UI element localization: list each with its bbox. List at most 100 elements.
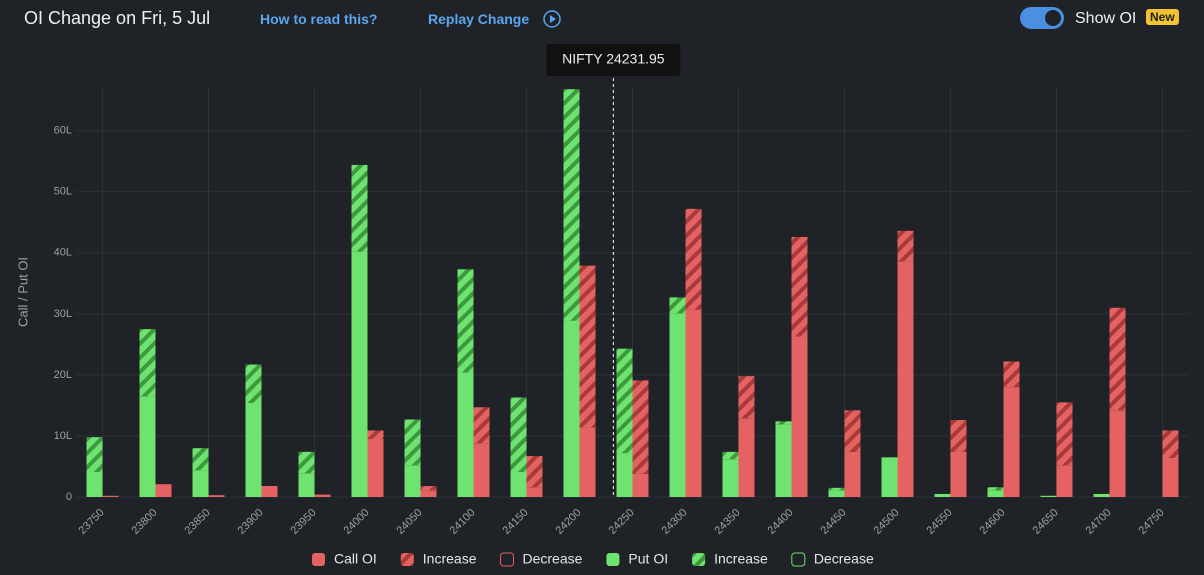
x-tick-label: 24350 [713, 507, 743, 537]
y-axis-label: Call / Put OI [15, 257, 30, 327]
legend-swatch [791, 552, 806, 567]
help-link[interactable]: How to read this? [260, 11, 378, 27]
bar [791, 336, 808, 497]
bar [404, 465, 421, 497]
x-tick-label: 24200 [554, 507, 584, 537]
bar [367, 430, 384, 440]
bar [1109, 410, 1126, 497]
bar [722, 451, 739, 460]
badge: New [1146, 9, 1179, 25]
x-tick-label: 24000 [342, 507, 372, 537]
bar [828, 487, 845, 491]
bar [897, 261, 914, 497]
legend-item: Call OI [312, 551, 377, 567]
bar [897, 230, 914, 262]
x-tick-label: 24300 [660, 507, 690, 537]
bar [473, 407, 490, 444]
bar [298, 473, 315, 497]
replay-link[interactable]: Replay Change [428, 11, 530, 27]
y-tick-label: 20L [54, 369, 72, 381]
legend-item: Decrease [791, 551, 874, 567]
bar [881, 457, 898, 497]
bar [844, 451, 861, 497]
toggle-label: Show OI [1075, 10, 1137, 27]
bar [102, 495, 119, 497]
bar [934, 493, 951, 497]
bar [1162, 457, 1179, 497]
x-tick-label: 24650 [1031, 507, 1061, 537]
bar [616, 348, 633, 454]
bar [775, 421, 792, 425]
bar [404, 419, 421, 466]
bar [722, 459, 739, 497]
bar [669, 297, 686, 314]
bar [685, 208, 702, 310]
bar [298, 451, 315, 474]
bar [1040, 495, 1057, 497]
x-tick-label: 24450 [819, 507, 849, 537]
play-icon[interactable] [542, 9, 562, 29]
bar [775, 424, 792, 497]
bar [192, 470, 209, 497]
bar [579, 265, 596, 428]
header: OI Change on Fri, 5 Jul How to read this… [0, 0, 1204, 40]
legend-swatch [692, 553, 706, 566]
x-tick-label: 24100 [448, 507, 478, 537]
legend-item: Put OI [606, 551, 668, 567]
x-tick-label: 23800 [130, 507, 160, 537]
legend-label: Increase [714, 551, 768, 567]
bar [1093, 493, 1110, 497]
bar [526, 487, 543, 497]
bar [86, 471, 103, 497]
bar [139, 329, 156, 397]
x-tick-label: 24750 [1137, 507, 1167, 537]
bar [192, 448, 209, 471]
bar [510, 471, 527, 497]
x-tick-label: 23850 [183, 507, 213, 537]
bar [1003, 361, 1020, 388]
bar [245, 402, 262, 497]
x-tick-label: 24250 [607, 507, 637, 537]
x-tick-label: 23950 [289, 507, 319, 537]
bar [791, 236, 808, 337]
bar [351, 251, 368, 497]
legend-swatch [400, 553, 414, 566]
y-tick-label: 60L [54, 125, 72, 137]
bar [457, 269, 474, 373]
bar [844, 410, 861, 452]
bar [685, 309, 702, 497]
x-tick-label: 23750 [77, 507, 107, 537]
bar [987, 490, 1004, 497]
bar [738, 376, 755, 419]
bar [950, 420, 967, 452]
spot-box [546, 44, 681, 76]
bar [245, 364, 262, 403]
x-tick-label: 24500 [872, 507, 902, 537]
bar [987, 487, 1004, 491]
legend-swatch [312, 553, 325, 566]
y-tick-label: 30L [54, 308, 72, 320]
bar [738, 418, 755, 497]
bar [457, 372, 474, 497]
legend-item: Increase [400, 551, 477, 567]
bar [563, 89, 580, 321]
y-tick-label: 50L [54, 186, 72, 198]
bar [1162, 430, 1179, 458]
bar [1003, 387, 1020, 497]
bar [139, 396, 156, 497]
x-tick-label: 24700 [1084, 507, 1114, 537]
bar [950, 451, 967, 497]
toggle[interactable] [1020, 7, 1064, 29]
bar [314, 494, 331, 497]
legend-label: Put OI [628, 551, 668, 567]
bar [1056, 402, 1073, 466]
legend-item: Increase [692, 551, 768, 567]
bar [86, 437, 103, 472]
spot-label: NIFTY 24231.95 [562, 51, 665, 67]
legend-label: Decrease [814, 551, 874, 567]
bar [155, 484, 172, 497]
x-tick-label: 24050 [395, 507, 425, 537]
bar [473, 443, 490, 497]
